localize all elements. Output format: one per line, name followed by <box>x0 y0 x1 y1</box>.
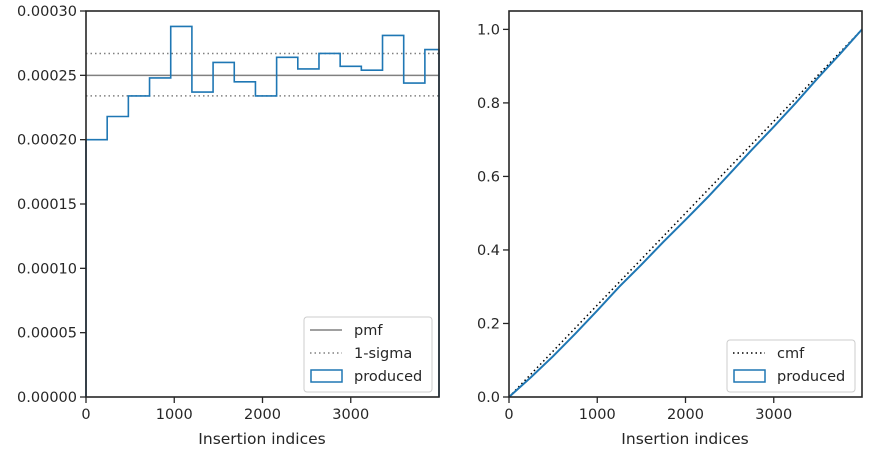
legend-1sigma-label: 1-sigma <box>354 346 412 362</box>
legend-produced-label-right: produced <box>777 369 845 385</box>
left-y-tick-label: 0.00020 <box>17 133 77 149</box>
left-x-tick-label: 0 <box>81 407 90 423</box>
left-x-axis-title: Insertion indices <box>198 430 325 448</box>
legend-produced-label: produced <box>354 369 422 385</box>
left-y-ticks: 0.00000 0.00005 0.00010 0.00015 0.00020 0.000… <box>17 4 86 406</box>
right-legend: cmf produced <box>726 339 856 393</box>
right-y-tick-label: 0.2 <box>477 316 500 332</box>
right-axes-frame <box>508 10 863 398</box>
right-y-tick-label: 0.8 <box>477 96 500 112</box>
left-x-tick-label: 1000 <box>156 407 193 423</box>
right-y-tick-label: 0.6 <box>477 169 500 185</box>
left-legend-box <box>303 316 433 393</box>
legend-produced-swatch-right <box>733 369 766 383</box>
left-plot-area <box>85 25 440 397</box>
right-x-axis-title: Insertion indices <box>621 430 748 448</box>
produced-cumulative-line <box>508 28 863 398</box>
right-y-tick-label: 0.4 <box>477 243 500 259</box>
left-y-tick-label: 0.00015 <box>17 197 77 213</box>
left-chart-pmf: 0 1000 2000 3000 0.000000.000050.000100.000… <box>17 4 440 448</box>
right-legend-box <box>726 339 856 393</box>
legend-cmf-label: cmf <box>777 346 805 362</box>
left-y-tick-label: 0.00000 <box>17 390 77 406</box>
left-x-tick-label: 2000 <box>244 407 281 423</box>
left-y-tick-label: 0.00005 <box>17 326 77 342</box>
right-x-tick-label: 1000 <box>579 407 616 423</box>
legend-pmf-label: pmf <box>354 323 383 339</box>
left-x-ticks: 0 1000 2000 3000 <box>81 397 369 423</box>
left-y-tick-label: 0.00030 <box>17 4 77 20</box>
left-x-tick-label: 3000 <box>332 407 369 423</box>
right-x-tick-label: 2000 <box>667 407 704 423</box>
right-x-ticks: 0 1000 2000 3000 <box>504 397 792 423</box>
right-y-tick-label: 1.0 <box>477 22 500 38</box>
right-x-tick-label: 3000 <box>755 407 792 423</box>
left-y-tick-label: 0.00025 <box>17 68 77 84</box>
produced-step-histogram <box>85 25 440 397</box>
right-y-ticks: 0.0 0.2 0.4 0.6 0.8 1.0 <box>477 22 509 406</box>
right-y-tick-label: 0.0 <box>477 390 500 406</box>
right-chart-cmf: 0 1000 2000 3000 0.0 0.2 0.4 0.6 0.8 1.0 Inserti… <box>477 10 863 448</box>
left-legend: pmf 1-sigma produced <box>303 316 433 393</box>
right-plot-area <box>508 28 863 398</box>
right-x-tick-label: 0 <box>504 407 513 423</box>
legend-produced-swatch <box>310 369 343 383</box>
left-y-tick-label: 0.00010 <box>17 261 77 277</box>
